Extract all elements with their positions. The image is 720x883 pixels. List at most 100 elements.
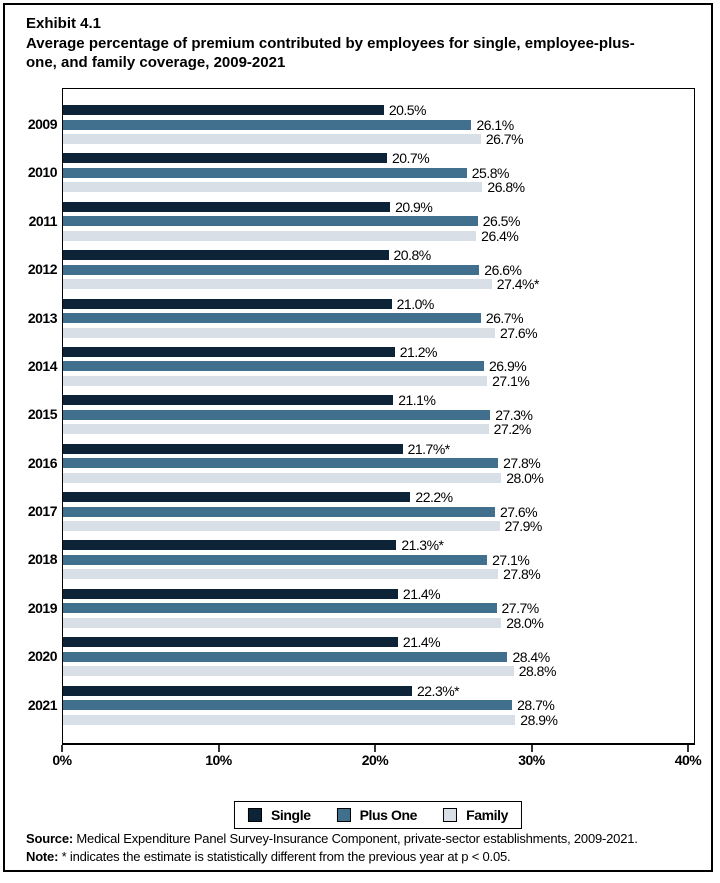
legend-item-plus-one: Plus One — [336, 807, 418, 823]
bar-family-2010 — [63, 182, 483, 193]
exhibit-border — [3, 3, 713, 872]
year-label-2015: 2015 — [27, 406, 58, 423]
x-axis-tick-label: 10% — [205, 752, 232, 768]
bar-single-2019 — [63, 588, 398, 599]
bar-family-2020 — [63, 666, 514, 677]
footer: Source: Medical Expenditure Panel Survey… — [26, 830, 696, 865]
bar-value-label: 20.8% — [393, 247, 432, 264]
bar-value-label: 21.4% — [402, 634, 441, 651]
bar-plus-one-2021 — [63, 700, 513, 711]
bar-value-label: 27.7% — [501, 600, 540, 617]
bar-family-2015 — [63, 424, 489, 435]
bar-value-label: 21.2% — [399, 343, 438, 360]
legend-item-family: Family — [443, 807, 508, 823]
legend-label-single: Single — [270, 807, 311, 823]
year-label-2019: 2019 — [27, 599, 58, 616]
x-axis-tick-label: 30% — [518, 752, 545, 768]
bar-value-label: 20.5% — [388, 102, 427, 118]
x-axis-tick-label: 20% — [361, 752, 389, 768]
bar-value-label: 27.4%* — [496, 276, 540, 293]
year-label-2021: 2021 — [27, 696, 58, 713]
bar-plus-one-2009 — [63, 119, 472, 130]
bar-value-label: 27.3% — [495, 406, 533, 423]
bar-single-2018 — [63, 540, 397, 551]
bar-plus-one-2012 — [63, 264, 480, 275]
bar-value-label: 26.4% — [481, 227, 519, 244]
x-axis-tick-label: 0% — [52, 752, 72, 768]
year-label-2012: 2012 — [27, 261, 58, 278]
bar-plus-one-2010 — [63, 167, 467, 178]
bar-value-label: 26.5% — [482, 213, 521, 230]
bar-value-label: 20.7% — [391, 150, 430, 167]
bar-single-2017 — [63, 492, 411, 503]
note-text: * indicates the estimate is statisticall… — [58, 848, 511, 864]
bar-plus-one-2015 — [63, 409, 491, 420]
note-line: Note: * indicates the estimate is statis… — [26, 848, 696, 866]
bar-value-label: 26.7% — [485, 310, 524, 327]
note-label: Note: — [26, 848, 59, 864]
bar-family-2009 — [63, 134, 481, 144]
bar-plus-one-2016 — [63, 458, 499, 469]
x-axis-tick-label: 40% — [674, 752, 702, 768]
chart-title: Average percentage of premium contribute… — [26, 35, 635, 71]
bar-plus-one-2011 — [63, 216, 478, 227]
bar-plus-one-2014 — [63, 361, 484, 372]
bar-value-label: 27.9% — [504, 518, 543, 535]
bar-single-2014 — [63, 346, 395, 357]
bar-single-2020 — [63, 637, 398, 648]
year-label-2011: 2011 — [28, 212, 58, 229]
bar-value-label: 27.8% — [503, 455, 541, 472]
year-label-2017: 2017 — [27, 503, 58, 520]
bar-value-label: 21.1% — [398, 392, 436, 409]
bar-value-label: 21.0% — [396, 295, 435, 312]
source-line: Source: Medical Expenditure Panel Survey… — [26, 830, 696, 848]
legend-swatch-single — [247, 808, 262, 822]
x-axis-tick — [530, 745, 533, 752]
bar-value-label: 22.3%* — [416, 682, 460, 699]
bar-family-2018 — [63, 569, 499, 580]
bar-plus-one-2018 — [63, 554, 488, 565]
legend-item-single: Single — [247, 807, 311, 823]
bar-value-label: 28.8% — [518, 663, 557, 680]
exhibit-number: Exhibit 4.1 — [26, 15, 102, 32]
x-axis-tick — [687, 745, 689, 752]
bar-plus-one-2013 — [63, 313, 481, 324]
bar-value-label: 26.6% — [484, 261, 522, 278]
bar-value-label: 21.3%* — [401, 537, 444, 554]
bar-family-2012 — [63, 279, 492, 290]
bar-single-2012 — [63, 250, 389, 261]
bar-value-label: 26.1% — [476, 116, 514, 133]
source-text: Medical Expenditure Panel Survey-Insuran… — [73, 831, 638, 846]
bar-value-label: 25.8% — [471, 164, 510, 181]
x-axis-tick — [217, 745, 220, 752]
bar-single-2016 — [63, 443, 403, 454]
bar-value-label: 27.1% — [492, 372, 530, 389]
bar-value-label: 21.4% — [402, 585, 441, 602]
year-label-2016: 2016 — [27, 454, 58, 471]
bar-family-2011 — [63, 230, 477, 241]
bar-single-2015 — [63, 395, 394, 406]
year-label-2014: 2014 — [27, 357, 58, 374]
bar-family-2019 — [63, 617, 502, 628]
bar-plus-one-2020 — [63, 651, 508, 662]
legend-label-plus-one: Plus One — [359, 807, 418, 823]
bar-value-label: 28.0% — [506, 469, 544, 486]
year-label-2009: 2009 — [27, 116, 58, 132]
bar-value-label: 28.7% — [517, 697, 555, 714]
year-label-2013: 2013 — [27, 309, 58, 326]
bar-value-label: 28.0% — [506, 614, 544, 631]
bar-plus-one-2019 — [63, 603, 497, 614]
bar-plus-one-2017 — [63, 506, 495, 517]
bar-value-label: 20.9% — [395, 198, 433, 215]
bar-value-label: 27.8% — [503, 566, 541, 583]
bar-value-label: 26.9% — [488, 358, 527, 375]
year-label-2020: 2020 — [27, 648, 58, 665]
bar-family-2016 — [63, 472, 502, 483]
bar-value-label: 27.1% — [492, 551, 530, 568]
legend: Single Plus One Family — [233, 801, 523, 829]
bar-value-label: 28.4% — [512, 648, 550, 665]
bar-single-2009 — [63, 105, 384, 115]
title-block: Exhibit 4.1 Average percentage of premiu… — [26, 14, 698, 72]
legend-label-family: Family — [466, 807, 509, 823]
bar-single-2013 — [63, 298, 392, 309]
